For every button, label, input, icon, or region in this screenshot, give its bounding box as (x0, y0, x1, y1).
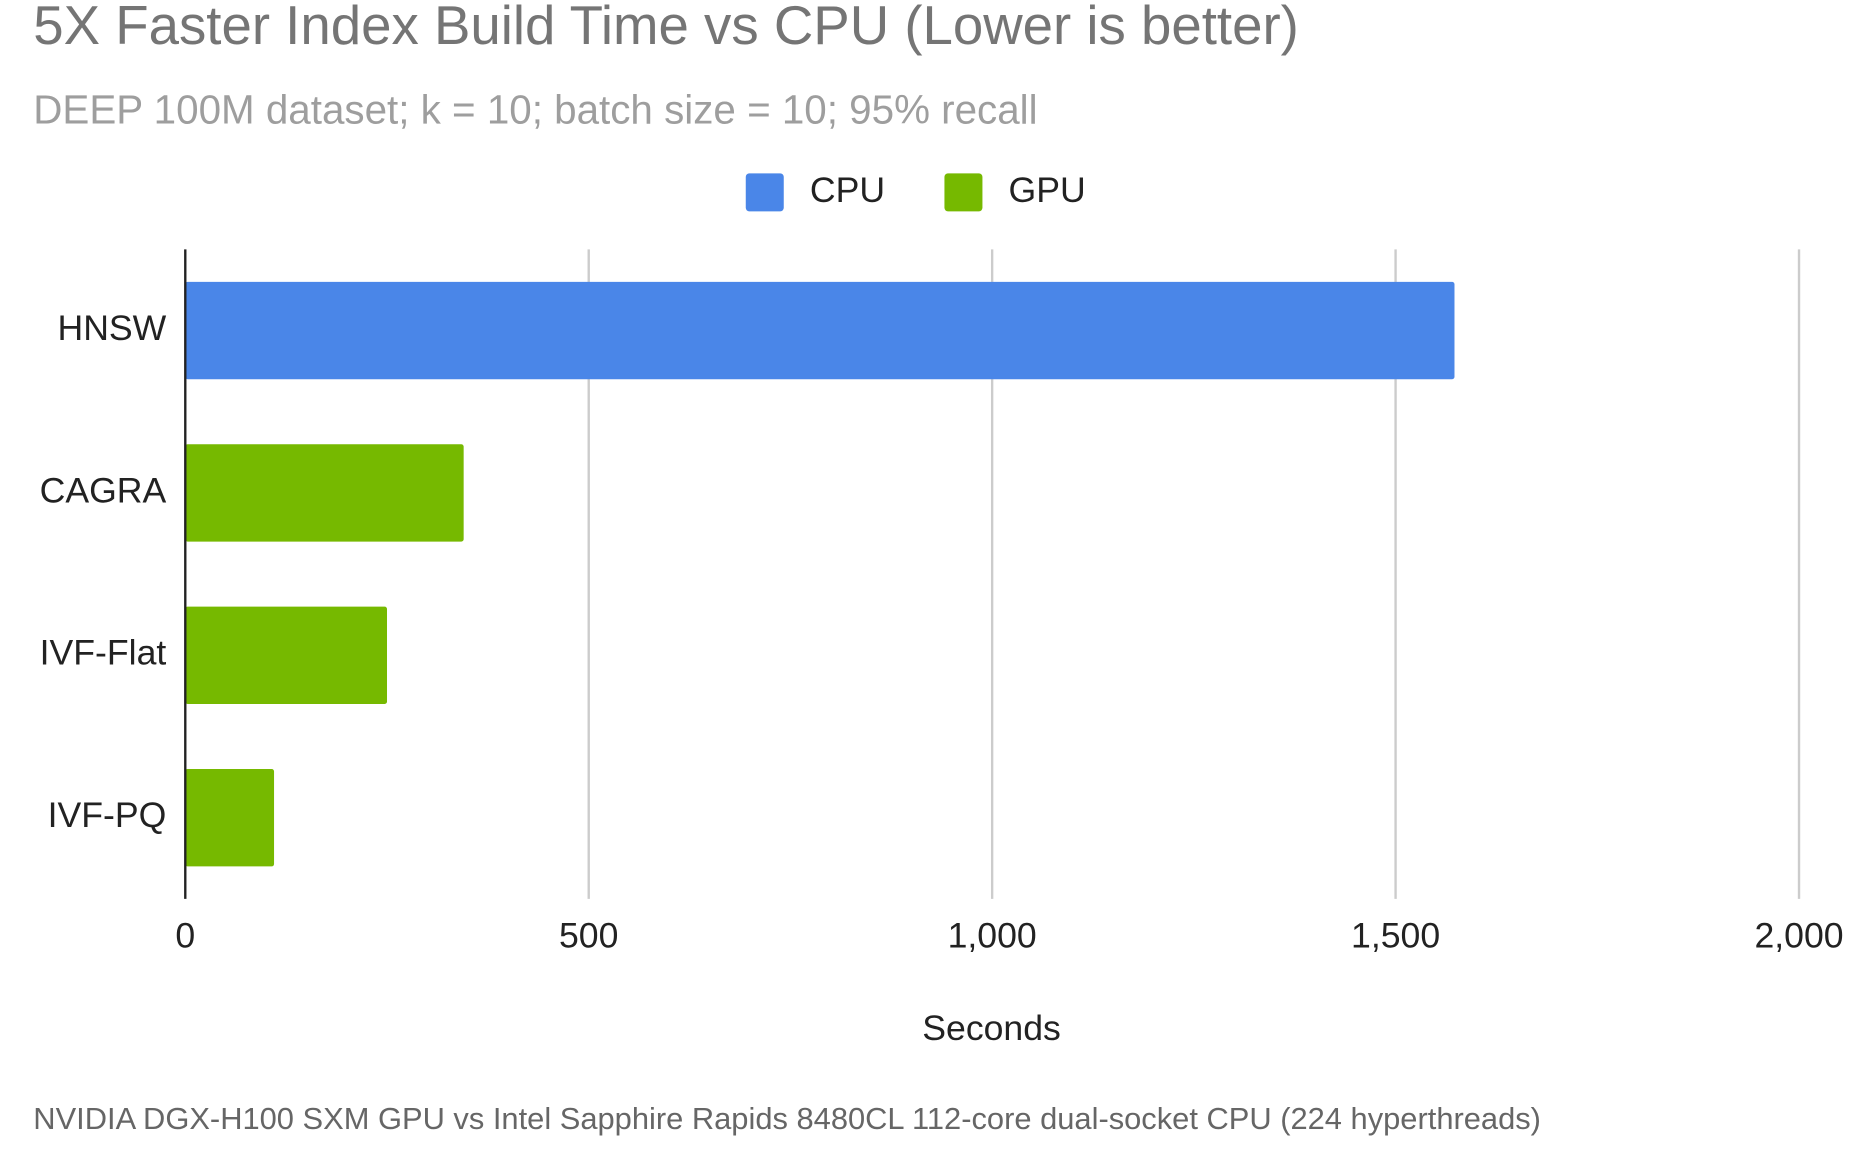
x-tick-label: 1,000 (948, 915, 1037, 955)
legend-swatch (745, 173, 784, 212)
footnote: NVIDIA DGX-H100 SXM GPU vs Intel Sapphir… (33, 1101, 1541, 1136)
bar (185, 606, 388, 705)
legend-label: GPU (1009, 170, 1086, 210)
legend-label: CPU (810, 170, 885, 210)
bar (185, 281, 1455, 380)
y-tick-label: CAGRA (40, 470, 167, 510)
chart-title: 5X Faster Index Build Time vs CPU (Lower… (33, 0, 1299, 56)
chart-subtitle: DEEP 100M dataset; k = 10; batch size = … (33, 86, 1037, 132)
bar (185, 769, 275, 867)
y-tick-label: IVF-Flat (40, 633, 167, 673)
legend-swatch (944, 173, 983, 212)
x-tick-label: 1,500 (1351, 915, 1440, 955)
y-tick-label: IVF-PQ (48, 795, 167, 835)
y-tick-label: HNSW (57, 308, 166, 348)
x-tick-label: 0 (175, 915, 195, 955)
bar (185, 444, 464, 542)
x-axis-label: Seconds (922, 1008, 1061, 1048)
x-tick-label: 500 (559, 915, 618, 955)
x-tick-label: 2,000 (1754, 915, 1843, 955)
